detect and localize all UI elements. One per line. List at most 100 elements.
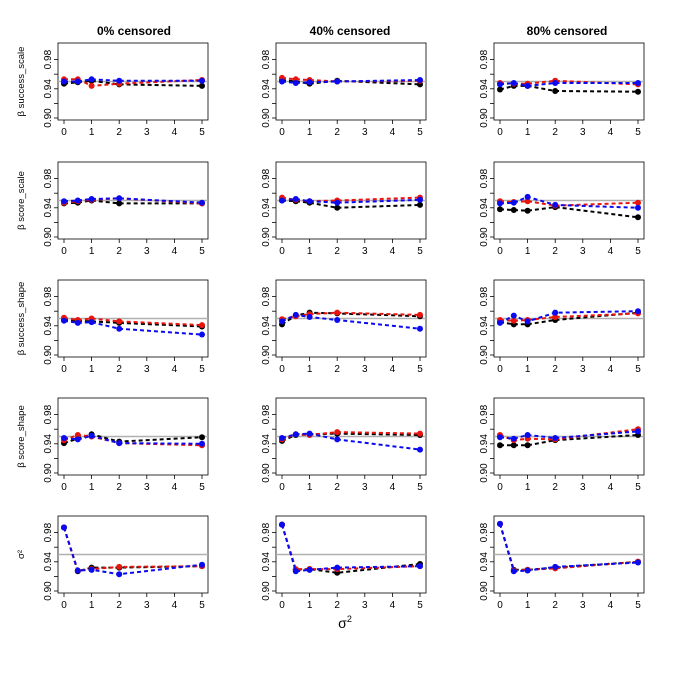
y-tick-label: 0.94 <box>479 198 490 218</box>
x-tick-label: 3 <box>362 127 368 138</box>
column-title-80pct: 80% censored <box>527 24 608 38</box>
y-tick-label: 0.98 <box>479 49 490 69</box>
series-point-1 <box>334 429 341 436</box>
series-point-0 <box>116 200 123 207</box>
series-point-2 <box>61 198 67 205</box>
x-tick-label: 5 <box>417 600 423 611</box>
panel-beta-score-shape-col2: 0.90 0.94 0.98 0 1 2 3 4 5 <box>479 397 645 493</box>
x-tick-label: 4 <box>172 600 178 611</box>
series-line-2 <box>281 197 421 204</box>
y-tick-label: 0.94 <box>43 434 54 454</box>
series-point-2 <box>306 430 313 437</box>
y-tick-label: 0.94 <box>479 316 490 336</box>
series-point-2 <box>199 77 205 84</box>
series-point-2 <box>279 197 285 204</box>
series-point-2 <box>497 520 503 527</box>
x-tick-label: 3 <box>362 482 368 493</box>
panel-beta-score-scale-col2: 0.90 0.94 0.98 0 1 2 3 4 5 <box>479 161 645 257</box>
series-point-2 <box>74 319 81 326</box>
x-tick-label: 3 <box>144 127 150 138</box>
x-tick-label: 4 <box>608 482 614 493</box>
y-tick-label: 0.98 <box>479 404 490 424</box>
series-point-0 <box>552 87 559 94</box>
y-tick-label: 0.94 <box>261 198 272 218</box>
panel-sigma-sq-col0: 0.90 0.94 0.98 0 1 2 3 4 5 σ² <box>16 515 209 611</box>
series-point-2 <box>524 82 531 89</box>
series-point-2 <box>497 319 503 326</box>
x-tick-label: 4 <box>172 482 178 493</box>
y-tick-label: 0.98 <box>261 404 272 424</box>
series-line-2 <box>499 195 639 209</box>
series-point-2 <box>306 566 313 573</box>
x-tick-label: 0 <box>497 364 503 375</box>
x-tick-label: 0 <box>61 127 67 138</box>
x-tick-label: 1 <box>525 482 531 493</box>
series-point-2 <box>635 79 641 86</box>
x-tick-label: 5 <box>635 127 641 138</box>
x-tick-label: 2 <box>552 246 558 257</box>
series-point-2 <box>292 196 299 203</box>
x-tick-label: 2 <box>116 482 122 493</box>
series-point-2 <box>524 432 531 439</box>
series-point-2 <box>61 78 67 85</box>
x-tick-label: 1 <box>307 364 313 375</box>
series-line-1 <box>64 78 203 87</box>
series-point-2 <box>417 325 423 332</box>
series-point-2 <box>635 308 641 315</box>
series-point-2 <box>510 568 517 575</box>
x-tick-label: 2 <box>552 127 558 138</box>
row-label-sigma-sq: σ² <box>16 550 27 559</box>
x-tick-label: 3 <box>580 246 586 257</box>
series-point-2 <box>334 199 341 206</box>
x-tick-label: 2 <box>116 600 122 611</box>
y-tick-label: 0.90 <box>261 463 272 483</box>
series-point-2 <box>510 199 517 206</box>
series-line-0 <box>281 199 421 209</box>
series-point-2 <box>510 79 517 86</box>
series-point-1 <box>417 430 423 437</box>
series-point-0 <box>199 434 205 441</box>
x-tick-label: 5 <box>635 600 641 611</box>
x-tick-label: 1 <box>307 246 313 257</box>
x-tick-label: 0 <box>61 364 67 375</box>
y-tick-label: 0.98 <box>479 168 490 188</box>
series-point-2 <box>292 568 299 575</box>
series-line-1 <box>499 200 639 207</box>
series-line-1 <box>499 428 639 442</box>
series-point-2 <box>88 196 95 203</box>
x-tick-label: 2 <box>552 600 558 611</box>
x-tick-label: 5 <box>199 482 205 493</box>
series-line-0 <box>63 527 203 573</box>
panel-beta-score-shape-col0: 0.90 0.94 0.98 0 1 2 3 4 5 β score_shape <box>16 397 209 493</box>
series-point-2 <box>199 331 205 338</box>
x-tick-label: 3 <box>144 600 150 611</box>
series-point-2 <box>116 571 123 578</box>
series-line-0 <box>499 311 639 326</box>
panel-beta-success-shape-col0: 0.90 0.94 0.98 0 1 2 3 4 5 β success_shape <box>16 279 209 375</box>
x-tick-label: 2 <box>116 246 122 257</box>
series-point-1 <box>116 563 123 570</box>
x-tick-label: 2 <box>116 127 122 138</box>
y-tick-label: 0.94 <box>261 316 272 336</box>
x-tick-label: 1 <box>525 246 531 257</box>
x-tick-label: 5 <box>635 364 641 375</box>
row-label-beta-success-scale: β success_scale <box>16 47 27 117</box>
series-point-1 <box>417 311 423 318</box>
series-line-1 <box>499 523 639 572</box>
y-tick-label: 0.94 <box>43 198 54 218</box>
y-tick-label: 0.90 <box>479 108 490 128</box>
series-point-2 <box>552 563 559 570</box>
x-tick-label: 1 <box>89 364 95 375</box>
series-point-2 <box>417 77 423 84</box>
series-point-2 <box>292 311 299 318</box>
series-point-1 <box>334 309 341 316</box>
series-point-2 <box>74 78 81 85</box>
x-tick-label: 4 <box>390 246 396 257</box>
series-point-2 <box>417 196 423 203</box>
series-point-2 <box>306 198 313 205</box>
y-tick-label: 0.90 <box>261 345 272 365</box>
x-tick-label: 2 <box>334 600 340 611</box>
y-tick-label: 0.94 <box>43 552 54 572</box>
series-line-2 <box>281 313 421 330</box>
series-line-0 <box>63 199 202 205</box>
